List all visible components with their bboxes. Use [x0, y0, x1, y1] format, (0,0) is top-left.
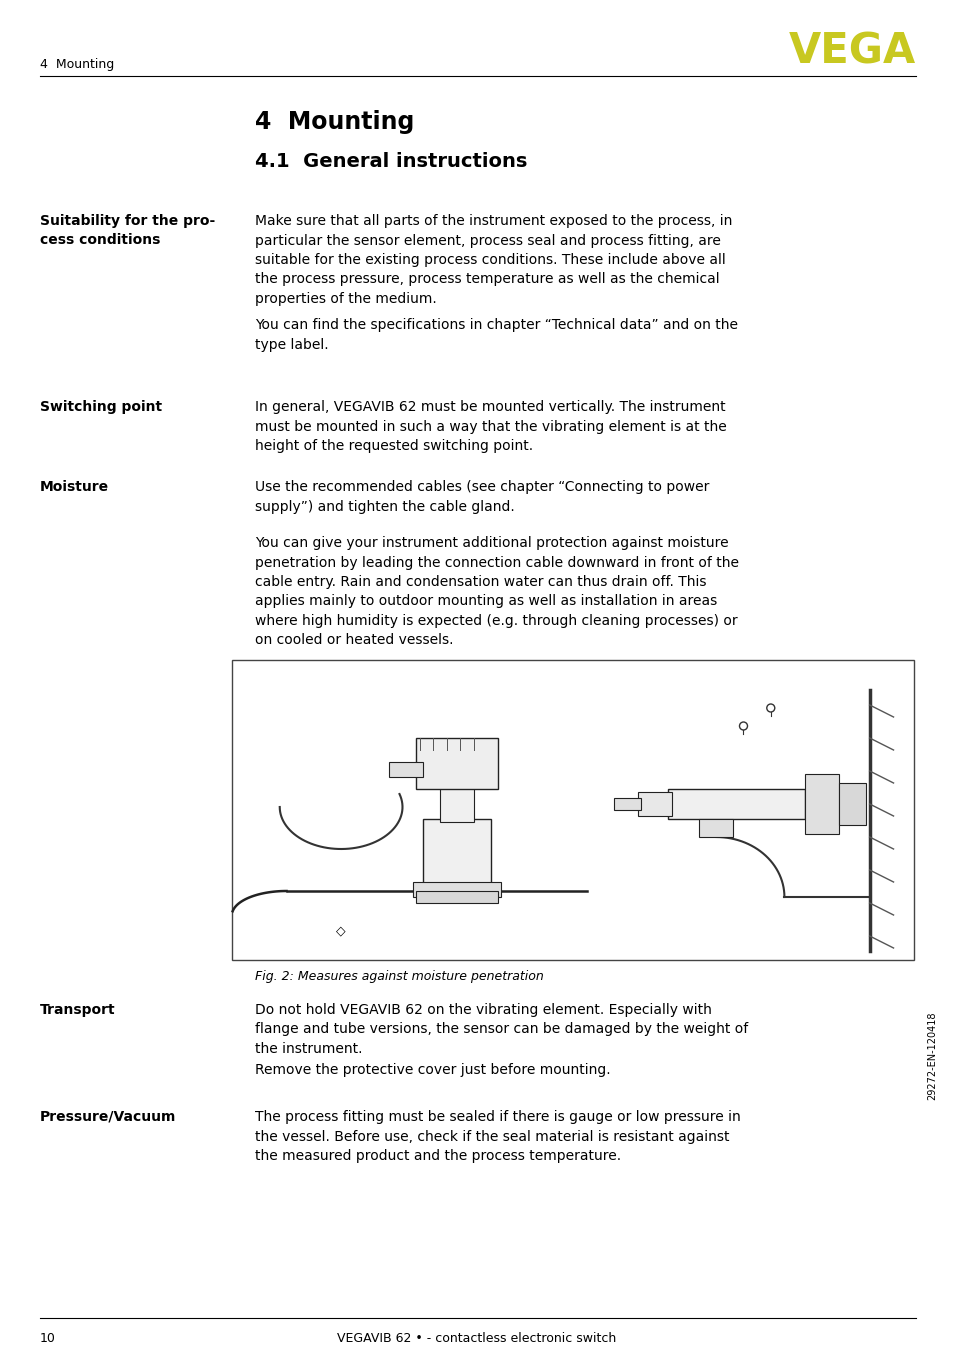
Text: height of the requested switching point.: height of the requested switching point.: [254, 439, 533, 454]
Bar: [614, 798, 640, 810]
Text: Moisture: Moisture: [40, 481, 109, 494]
Text: applies mainly to outdoor mounting as well as installation in areas: applies mainly to outdoor mounting as we…: [254, 594, 717, 608]
Text: Remove the protective cover just before mounting.: Remove the protective cover just before …: [254, 1063, 610, 1076]
Text: must be mounted in such a way that the vibrating element is at the: must be mounted in such a way that the v…: [254, 420, 726, 433]
Text: Do not hold VEGAVIB 62 on the vibrating element. Especially with: Do not hold VEGAVIB 62 on the vibrating …: [254, 1003, 711, 1017]
Bar: [232, 659, 913, 960]
Text: supply”) and tighten the cable gland.: supply”) and tighten the cable gland.: [254, 500, 515, 513]
Text: Pressure/Vacuum: Pressure/Vacuum: [40, 1110, 176, 1124]
Text: on cooled or heated vessels.: on cooled or heated vessels.: [254, 634, 453, 647]
Text: Switching point: Switching point: [40, 399, 162, 414]
Text: VEGAVIB 62 • - contactless electronic switch: VEGAVIB 62 • - contactless electronic sw…: [337, 1332, 616, 1345]
Bar: [416, 891, 497, 903]
Text: the measured product and the process temperature.: the measured product and the process tem…: [254, 1150, 620, 1163]
Bar: [638, 792, 671, 816]
Bar: [413, 881, 501, 896]
Text: Transport: Transport: [40, 1003, 115, 1017]
Text: Suitability for the pro-
cess conditions: Suitability for the pro- cess conditions: [40, 214, 215, 248]
Text: the instrument.: the instrument.: [254, 1043, 362, 1056]
Text: 4  Mounting: 4 Mounting: [254, 110, 414, 134]
Text: penetration by leading the connection cable downward in front of the: penetration by leading the connection ca…: [254, 555, 739, 570]
Text: properties of the medium.: properties of the medium.: [254, 292, 436, 306]
Text: where high humidity is expected (e.g. through cleaning processes) or: where high humidity is expected (e.g. th…: [254, 613, 737, 628]
Text: 10: 10: [40, 1332, 56, 1345]
Text: 4  Mounting: 4 Mounting: [40, 58, 114, 70]
Text: You can find the specifications in chapter “Technical data” and on the: You can find the specifications in chapt…: [254, 318, 738, 332]
Text: the vessel. Before use, check if the seal material is resistant against: the vessel. Before use, check if the sea…: [254, 1129, 729, 1144]
Text: the process pressure, process temperature as well as the chemical: the process pressure, process temperatur…: [254, 272, 719, 287]
Text: You can give your instrument additional protection against moisture: You can give your instrument additional …: [254, 536, 728, 550]
Text: cable entry. Rain and condensation water can thus drain off. This: cable entry. Rain and condensation water…: [254, 575, 706, 589]
Text: The process fitting must be sealed if there is gauge or low pressure in: The process fitting must be sealed if th…: [254, 1110, 740, 1124]
Text: Use the recommended cables (see chapter “Connecting to power: Use the recommended cables (see chapter …: [254, 481, 709, 494]
Text: Fig. 2: Measures against moisture penetration: Fig. 2: Measures against moisture penetr…: [254, 969, 543, 983]
Bar: [804, 774, 838, 834]
Text: type label.: type label.: [254, 337, 328, 352]
Bar: [439, 787, 474, 822]
Bar: [668, 789, 804, 819]
Text: 4.1  General instructions: 4.1 General instructions: [254, 152, 527, 171]
Bar: [416, 738, 497, 789]
Bar: [389, 762, 422, 777]
Text: flange and tube versions, the sensor can be damaged by the weight of: flange and tube versions, the sensor can…: [254, 1022, 747, 1037]
Bar: [422, 819, 491, 891]
Text: ◇: ◇: [336, 923, 346, 937]
Text: 29272-EN-120418: 29272-EN-120418: [926, 1011, 936, 1101]
Text: suitable for the existing process conditions. These include above all: suitable for the existing process condit…: [254, 253, 725, 267]
Bar: [699, 819, 733, 837]
Bar: [838, 783, 865, 825]
Text: VEGA: VEGA: [788, 30, 915, 72]
Text: Make sure that all parts of the instrument exposed to the process, in: Make sure that all parts of the instrume…: [254, 214, 732, 227]
Text: particular the sensor element, process seal and process fitting, are: particular the sensor element, process s…: [254, 233, 720, 248]
Text: In general, VEGAVIB 62 must be mounted vertically. The instrument: In general, VEGAVIB 62 must be mounted v…: [254, 399, 725, 414]
